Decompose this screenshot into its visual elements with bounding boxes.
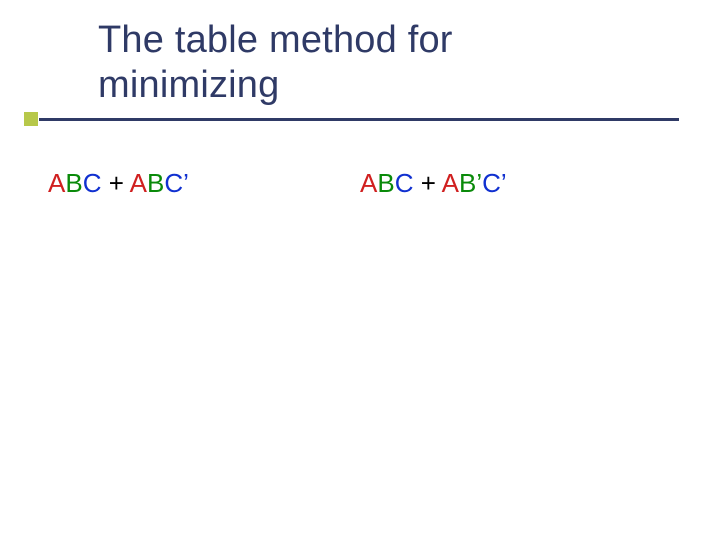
expr-part: C’ (482, 168, 507, 198)
expr-part: A (442, 168, 459, 198)
slide: The table method for minimizing ABC + AB… (0, 0, 720, 540)
expr-part: + (421, 168, 442, 198)
content-area: ABC + ABC’ ABC + AB’C’ (48, 168, 672, 199)
title-block: The table method for minimizing (98, 18, 618, 108)
expr-part: + (109, 168, 130, 198)
underline-bar (39, 118, 679, 121)
left-expression-column: ABC + ABC’ (48, 168, 360, 199)
left-expression: ABC + ABC’ (48, 168, 360, 199)
expr-part: C’ (164, 168, 189, 198)
underline-square-icon (24, 112, 38, 126)
expr-part: C (395, 168, 421, 198)
right-expression-column: ABC + AB’C’ (360, 168, 672, 199)
expr-part: A (130, 168, 147, 198)
expr-part: B (377, 168, 394, 198)
expr-part: A (48, 168, 65, 198)
expr-part: A (360, 168, 377, 198)
expr-part: B (147, 168, 164, 198)
slide-title: The table method for minimizing (98, 18, 618, 108)
expr-part: C (83, 168, 109, 198)
expr-part: B (65, 168, 82, 198)
expr-part: B’ (459, 168, 482, 198)
right-expression: ABC + AB’C’ (360, 168, 672, 199)
